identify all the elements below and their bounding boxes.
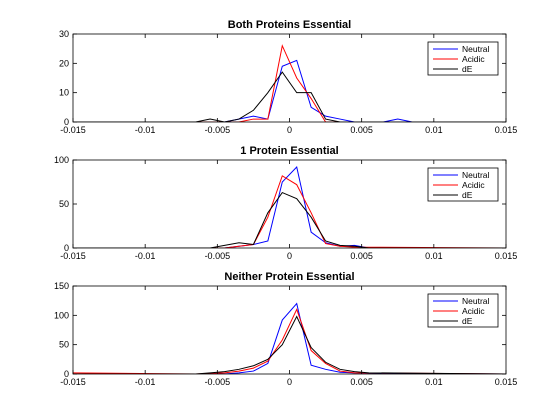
y-tick-label: 10 (59, 88, 69, 98)
y-tick-label: 50 (59, 340, 69, 350)
x-tick-label: 0.005 (350, 377, 373, 387)
x-tick-label: -0.015 (60, 125, 86, 135)
legend-label: Neutral (462, 170, 490, 180)
x-tick-label: -0.01 (135, 125, 156, 135)
x-tick-label: 0 (287, 251, 292, 261)
x-tick-label: 0.015 (495, 377, 518, 387)
legend-label: Neutral (462, 44, 490, 54)
chart-panel-3: Neither Protein Essential -0.015 -0.01 -0.0… (54, 271, 517, 387)
y-tick-label: 0 (64, 117, 69, 127)
y-tick-label: 0 (64, 369, 69, 379)
y-tick-label: 20 (59, 58, 69, 68)
x-tick-label: 0.005 (350, 251, 373, 261)
series-line-de (73, 71, 506, 122)
series-line-acidic (73, 308, 506, 374)
legend-label: dE (462, 190, 473, 200)
x-tick-label: 0 (287, 125, 292, 135)
x-tick-label: 0.01 (425, 125, 443, 135)
legend-label: dE (462, 316, 473, 326)
x-tick-label: 0.01 (425, 251, 443, 261)
x-tick-label: -0.015 (60, 251, 86, 261)
chart-title: Both Proteins Essential (228, 19, 351, 31)
y-tick-label: 50 (59, 199, 69, 209)
legend-label: dE (462, 64, 473, 74)
y-tick-label: 100 (54, 310, 69, 320)
x-tick-label: -0.01 (135, 377, 156, 387)
series-line-acidic (73, 44, 506, 122)
x-tick-label: -0.005 (205, 251, 231, 261)
x-tick-label: 0.005 (350, 125, 373, 135)
legend-label: Neutral (462, 296, 490, 306)
legend-label: Acidic (462, 306, 485, 316)
y-tick-label: 100 (54, 155, 69, 165)
y-tick-label: 150 (54, 281, 69, 291)
x-tick-label: -0.01 (135, 251, 156, 261)
chart-title: 1 Protein Essential (240, 145, 338, 157)
legend-label: Acidic (462, 54, 485, 64)
x-tick-label: -0.015 (60, 377, 86, 387)
x-tick-label: -0.005 (205, 125, 231, 135)
x-tick-label: 0.015 (495, 251, 518, 261)
y-tick-label: 30 (59, 29, 69, 39)
chart-panel-1: Both Proteins Essential -0.015 -0.01 -0.005… (59, 19, 517, 135)
x-tick-label: -0.005 (205, 377, 231, 387)
chart-title: Neither Protein Essential (224, 271, 354, 283)
series-line-acidic (73, 175, 506, 248)
series-line-de (73, 191, 506, 248)
x-tick-label: 0.01 (425, 377, 443, 387)
series-line-neutral (73, 59, 506, 122)
x-tick-label: 0 (287, 377, 292, 387)
x-tick-label: 0.015 (495, 125, 518, 135)
legend-label: Acidic (462, 180, 485, 190)
y-tick-label: 0 (64, 243, 69, 253)
series-line-de (73, 315, 506, 374)
chart-panel-2: 1 Protein Essential -0.015 -0.01 -0.005 0 0.0… (54, 145, 517, 261)
